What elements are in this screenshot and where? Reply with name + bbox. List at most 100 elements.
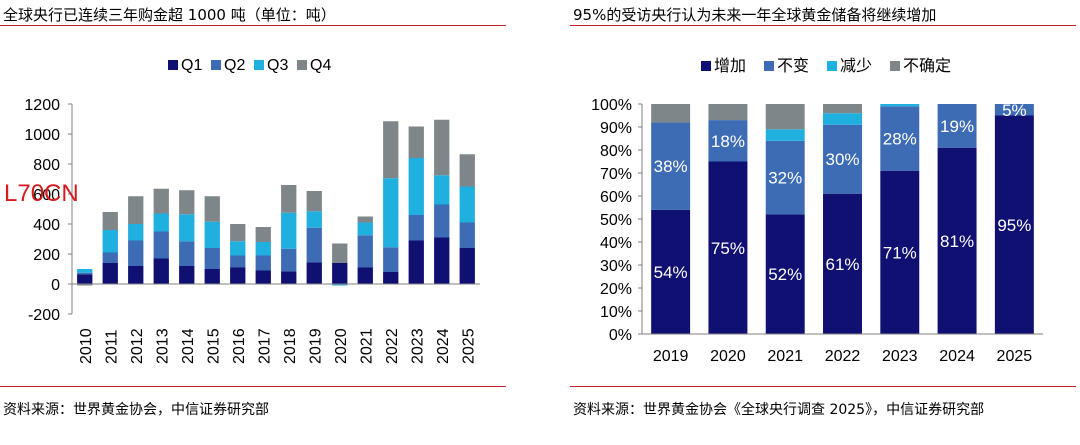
left-x-tick-label: 2021 — [358, 328, 375, 364]
left-x-tick-label: 2010 — [78, 328, 95, 364]
left-legend-swatch-1 — [211, 60, 221, 70]
left-bar-q2-2017 — [255, 255, 271, 271]
right-data-label: 5% — [1002, 101, 1027, 120]
left-bar-q2-2024 — [434, 204, 450, 238]
right-chart-title: 95%的受访央行认为未来一年全球黄金储备将继续增加 — [573, 6, 937, 24]
right-y-tick-label: 40% — [600, 235, 632, 252]
left-bar-q1-2022 — [383, 272, 399, 284]
right-x-tick-label: 2020 — [710, 348, 746, 365]
left-bar-q4-2022 — [383, 121, 399, 179]
right-bar-segment-0-2020 — [708, 161, 748, 334]
left-bar-q2-2023 — [408, 215, 424, 241]
right-bar-segment-0-2022 — [823, 193, 862, 334]
left-bar-q2-2018 — [281, 248, 297, 272]
watermark-text: L70CN — [4, 180, 79, 207]
left-y-tick-label: 400 — [33, 217, 60, 234]
left-x-tick-label: 2015 — [205, 328, 222, 364]
left-bar-q3-2016 — [230, 241, 246, 256]
left-bar-q1-2016 — [230, 267, 246, 284]
left-x-tick-label: 2017 — [256, 328, 273, 364]
right-data-label: 52% — [768, 265, 802, 284]
left-bar-q4-2013 — [153, 188, 169, 214]
right-legend-swatch-1 — [764, 61, 774, 71]
left-title-divider — [0, 25, 506, 26]
left-bar-q1-2010 — [77, 274, 93, 284]
left-bar-q1-2018 — [281, 271, 297, 284]
left-bar-q3-2019 — [306, 211, 322, 228]
right-bar-segment-2-2022 — [823, 113, 862, 125]
left-bar-q2-2013 — [153, 231, 169, 259]
right-data-label: 75% — [711, 239, 745, 258]
left-bar-q3-2013 — [153, 213, 169, 232]
left-bar-q3-2022 — [383, 178, 399, 248]
left-x-tick-label: 2011 — [103, 329, 120, 364]
right-data-label: 18% — [711, 132, 745, 151]
left-y-tick-label: -200 — [28, 307, 60, 324]
right-source-divider — [570, 386, 1076, 387]
left-bar-q2-2022 — [383, 247, 399, 272]
left-x-tick-label: 2022 — [384, 328, 401, 364]
right-bar-segment-2-2023 — [880, 104, 920, 107]
right-bar-segment-3-2019 — [651, 104, 691, 123]
right-x-tick-label: 2025 — [997, 348, 1033, 365]
left-y-tick-label: 0 — [51, 277, 60, 294]
left-bar-q4-2016 — [230, 224, 246, 242]
right-legend-label-3: 不确定 — [903, 57, 951, 75]
left-bar-q4-2010 — [77, 284, 93, 286]
right-bar-segment-1-2024 — [937, 104, 977, 148]
left-legend-swatch-0 — [168, 60, 178, 70]
right-bar-segment-0-2024 — [937, 147, 977, 334]
right-data-label: 32% — [768, 169, 802, 188]
left-bar-q1-2015 — [204, 269, 220, 284]
left-bar-q4-2017 — [255, 227, 271, 242]
right-x-tick-label: 2019 — [653, 348, 689, 365]
left-y-tick-label: 1200 — [24, 97, 60, 114]
left-bar-q4-2024 — [434, 119, 450, 176]
left-bar-q3-2015 — [204, 221, 220, 248]
left-x-tick-label: 2025 — [460, 328, 477, 364]
right-legend-swatch-0 — [701, 61, 711, 71]
left-legend-swatch-3 — [297, 60, 307, 70]
right-legend-label-0: 增加 — [714, 57, 746, 75]
right-bar-segment-0-2019 — [651, 209, 691, 334]
left-bar-q1-2014 — [179, 266, 195, 284]
left-legend-label-0: Q1 — [181, 57, 202, 74]
left-bar-q3-2021 — [357, 222, 373, 236]
left-bar-q4-2025 — [459, 154, 475, 187]
right-legend-swatch-3 — [890, 61, 900, 71]
left-bar-q4-2018 — [281, 185, 297, 213]
left-bar-q1-2012 — [128, 266, 144, 284]
right-bar-segment-1-2021 — [765, 140, 805, 215]
right-data-label: 30% — [825, 150, 859, 169]
left-bar-q3-2025 — [459, 186, 475, 223]
right-y-tick-label: 50% — [600, 212, 632, 229]
left-y-tick-label: 200 — [33, 247, 60, 264]
left-bar-q1-2021 — [357, 267, 373, 284]
right-data-label: 71% — [883, 243, 917, 262]
left-y-tick-label: 800 — [33, 157, 60, 174]
left-bar-q2-2011 — [102, 252, 118, 263]
left-bar-q3-2011 — [102, 230, 118, 253]
right-data-label: 19% — [940, 117, 974, 136]
right-y-tick-label: 60% — [600, 189, 632, 206]
left-bar-q2-2010 — [77, 272, 93, 275]
left-source-divider — [0, 386, 506, 387]
right-bar-segment-0-2025 — [994, 115, 1034, 334]
left-bar-q1-2025 — [459, 248, 475, 284]
right-y-tick-label: 0% — [609, 327, 632, 344]
left-bar-q1-2023 — [408, 240, 424, 284]
left-bar-q2-2019 — [306, 227, 322, 263]
left-bar-q3-2020 — [332, 284, 348, 286]
right-chart-panel: 95%的受访央行认为未来一年全球黄金储备将继续增加 增加 不变 减少 不确定 0% 10%… — [570, 0, 1080, 445]
right-bar-segment-0-2023 — [880, 170, 920, 334]
left-bar-q3-2010 — [77, 269, 93, 273]
left-bar-q2-2015 — [204, 248, 220, 269]
left-x-tick-label: 2023 — [409, 328, 426, 364]
left-bar-q3-2012 — [128, 224, 144, 241]
right-x-tick-label: 2023 — [882, 348, 918, 365]
left-bar-q2-2021 — [357, 235, 373, 268]
right-title-divider — [570, 25, 1076, 26]
left-y-tick-label: 1000 — [24, 127, 60, 144]
right-y-tick-label: 20% — [600, 281, 632, 298]
left-bar-q2-2016 — [230, 255, 246, 268]
